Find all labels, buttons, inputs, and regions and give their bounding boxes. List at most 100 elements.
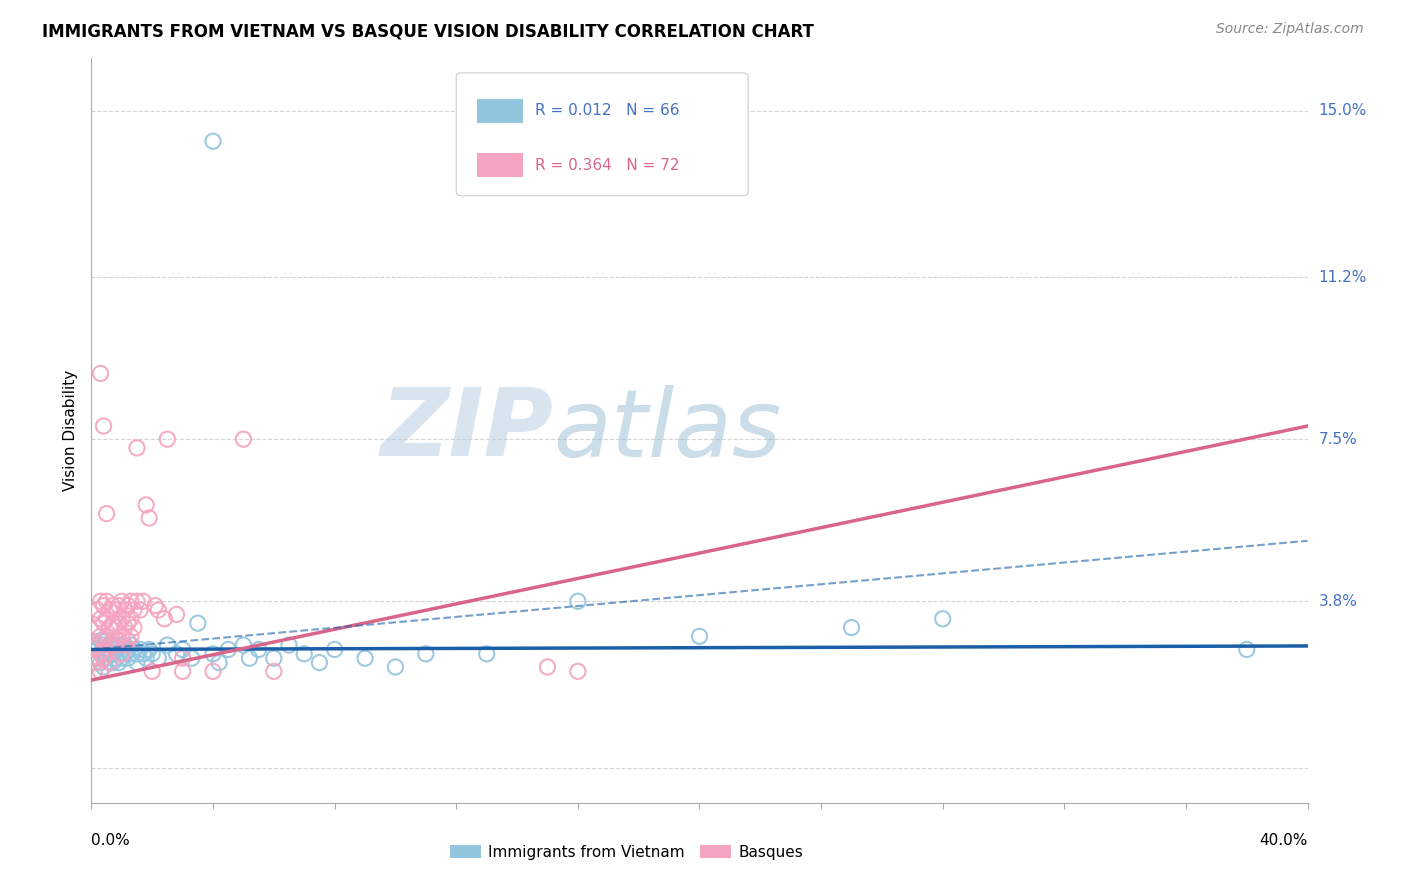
Point <box>415 647 437 661</box>
Point <box>567 665 589 679</box>
Point <box>107 647 129 661</box>
Point <box>89 665 111 679</box>
Point <box>89 367 111 381</box>
Point <box>101 638 124 652</box>
Point <box>89 629 111 643</box>
Point <box>202 647 225 661</box>
Point <box>129 603 152 617</box>
Point <box>120 629 142 643</box>
Point <box>120 612 142 626</box>
Point <box>107 656 129 670</box>
Point <box>104 621 127 635</box>
Point <box>114 638 136 652</box>
Point <box>117 642 139 657</box>
Point <box>96 612 118 626</box>
Point <box>238 651 260 665</box>
Point <box>323 642 346 657</box>
Point <box>93 616 115 631</box>
Point <box>117 616 139 631</box>
Point <box>86 651 108 665</box>
Point <box>93 660 115 674</box>
Point <box>166 607 188 622</box>
Point <box>104 638 127 652</box>
Point <box>143 599 166 613</box>
Point <box>96 633 118 648</box>
Point <box>89 612 111 626</box>
Text: R = 0.364   N = 72: R = 0.364 N = 72 <box>536 158 679 173</box>
Point <box>172 642 194 657</box>
Point <box>98 621 121 635</box>
Text: ZIP: ZIP <box>381 384 554 476</box>
Point <box>120 638 142 652</box>
Point <box>172 651 194 665</box>
Point <box>122 603 145 617</box>
Point <box>841 621 863 635</box>
Point <box>93 651 115 665</box>
Point <box>114 638 136 652</box>
Point <box>93 599 115 613</box>
FancyBboxPatch shape <box>456 73 748 195</box>
Point <box>86 603 108 617</box>
Point <box>232 638 254 652</box>
Point <box>93 419 115 434</box>
Point <box>156 638 179 652</box>
Point <box>86 642 108 657</box>
Point <box>122 621 145 635</box>
Point <box>101 633 124 648</box>
Point <box>180 651 202 665</box>
Point <box>384 660 406 674</box>
Point <box>122 642 145 657</box>
Point <box>104 651 127 665</box>
Point <box>125 441 148 455</box>
Point <box>83 638 105 652</box>
Point <box>96 629 118 643</box>
Point <box>125 647 148 661</box>
Text: 15.0%: 15.0% <box>1319 103 1367 118</box>
Point <box>232 432 254 446</box>
Point <box>247 642 270 657</box>
Point <box>156 432 179 446</box>
Point <box>111 642 134 657</box>
Point <box>107 638 129 652</box>
Point <box>187 616 209 631</box>
Point <box>107 633 129 648</box>
Point <box>93 633 115 648</box>
Point <box>93 647 115 661</box>
Point <box>141 647 163 661</box>
Point <box>129 642 152 657</box>
Point <box>96 651 118 665</box>
Point <box>120 594 142 608</box>
Point <box>132 594 155 608</box>
Point <box>104 642 127 657</box>
Point <box>86 621 108 635</box>
Point <box>292 647 315 661</box>
Point <box>89 633 111 648</box>
Point <box>117 633 139 648</box>
Point <box>263 651 285 665</box>
Point <box>308 656 330 670</box>
Point <box>96 594 118 608</box>
Point <box>83 665 105 679</box>
Point <box>931 612 953 626</box>
Point <box>107 599 129 613</box>
Point <box>89 594 111 608</box>
Point <box>1236 642 1258 657</box>
Text: 11.2%: 11.2% <box>1319 269 1367 285</box>
Point <box>98 656 121 670</box>
Point <box>96 507 118 521</box>
Point <box>98 656 121 670</box>
Point <box>148 651 170 665</box>
Point <box>202 134 225 148</box>
Point <box>536 660 558 674</box>
Point <box>114 621 136 635</box>
Point <box>96 647 118 661</box>
Point <box>111 647 134 661</box>
Point <box>202 665 225 679</box>
Point <box>141 665 163 679</box>
Point <box>138 511 160 525</box>
Point <box>120 647 142 661</box>
Text: atlas: atlas <box>554 384 782 476</box>
Text: 40.0%: 40.0% <box>1260 833 1308 848</box>
Point <box>354 651 377 665</box>
Point <box>153 612 176 626</box>
